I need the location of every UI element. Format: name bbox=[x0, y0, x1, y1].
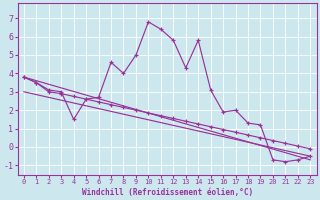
X-axis label: Windchill (Refroidissement éolien,°C): Windchill (Refroidissement éolien,°C) bbox=[82, 188, 253, 197]
